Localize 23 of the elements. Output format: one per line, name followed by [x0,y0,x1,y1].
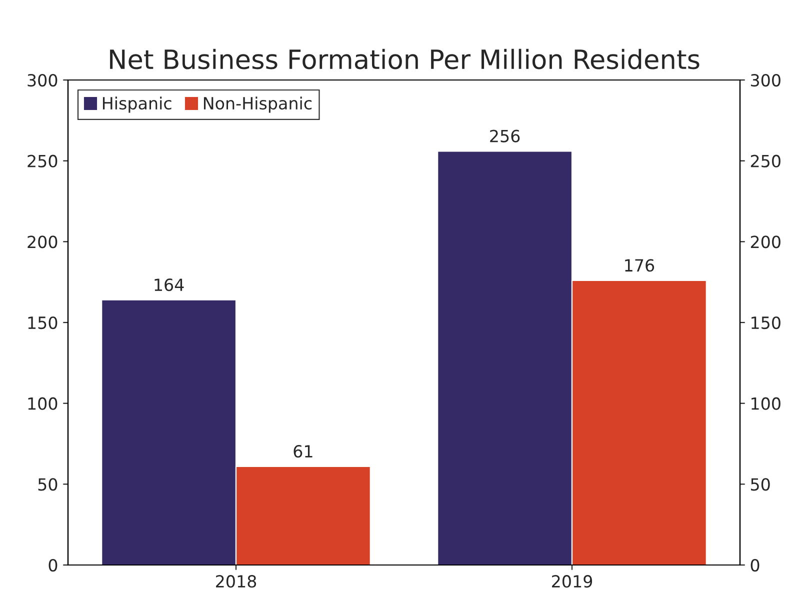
chart-title: Net Business Formation Per Million Residents [110,48,700,70]
y-tick-label: 200 [28,236,58,248]
data-label: 256 [490,130,520,142]
data-label: 61 [294,444,312,458]
y-tick-label: 150 [28,316,58,330]
y-tick-label: 250 [28,154,58,168]
y2-tick-label: 100 [752,397,780,410]
legend-label: Hispanic [102,96,172,113]
y2-tick-label: 0 [750,558,760,572]
y-tick-label: 300 [28,74,58,87]
x-tick-label: 2018 [216,575,256,588]
data-label: 164 [154,278,184,292]
y2-tick-label: 250 [750,154,780,168]
y-tick-label: 100 [28,397,58,410]
y-tick-label: 50 [38,478,58,491]
y-tick-label: 0 [48,558,58,572]
y2-tick-label: 50 [751,478,770,491]
x-tick-label: 2019 [552,575,592,588]
y2-tick-label: 150 [752,316,780,330]
y2-tick-label: 200 [750,236,780,248]
data-label: 176 [625,259,654,272]
y2-tick-label: 300 [750,74,780,87]
legend-label: Non-Hispanic [204,96,312,113]
